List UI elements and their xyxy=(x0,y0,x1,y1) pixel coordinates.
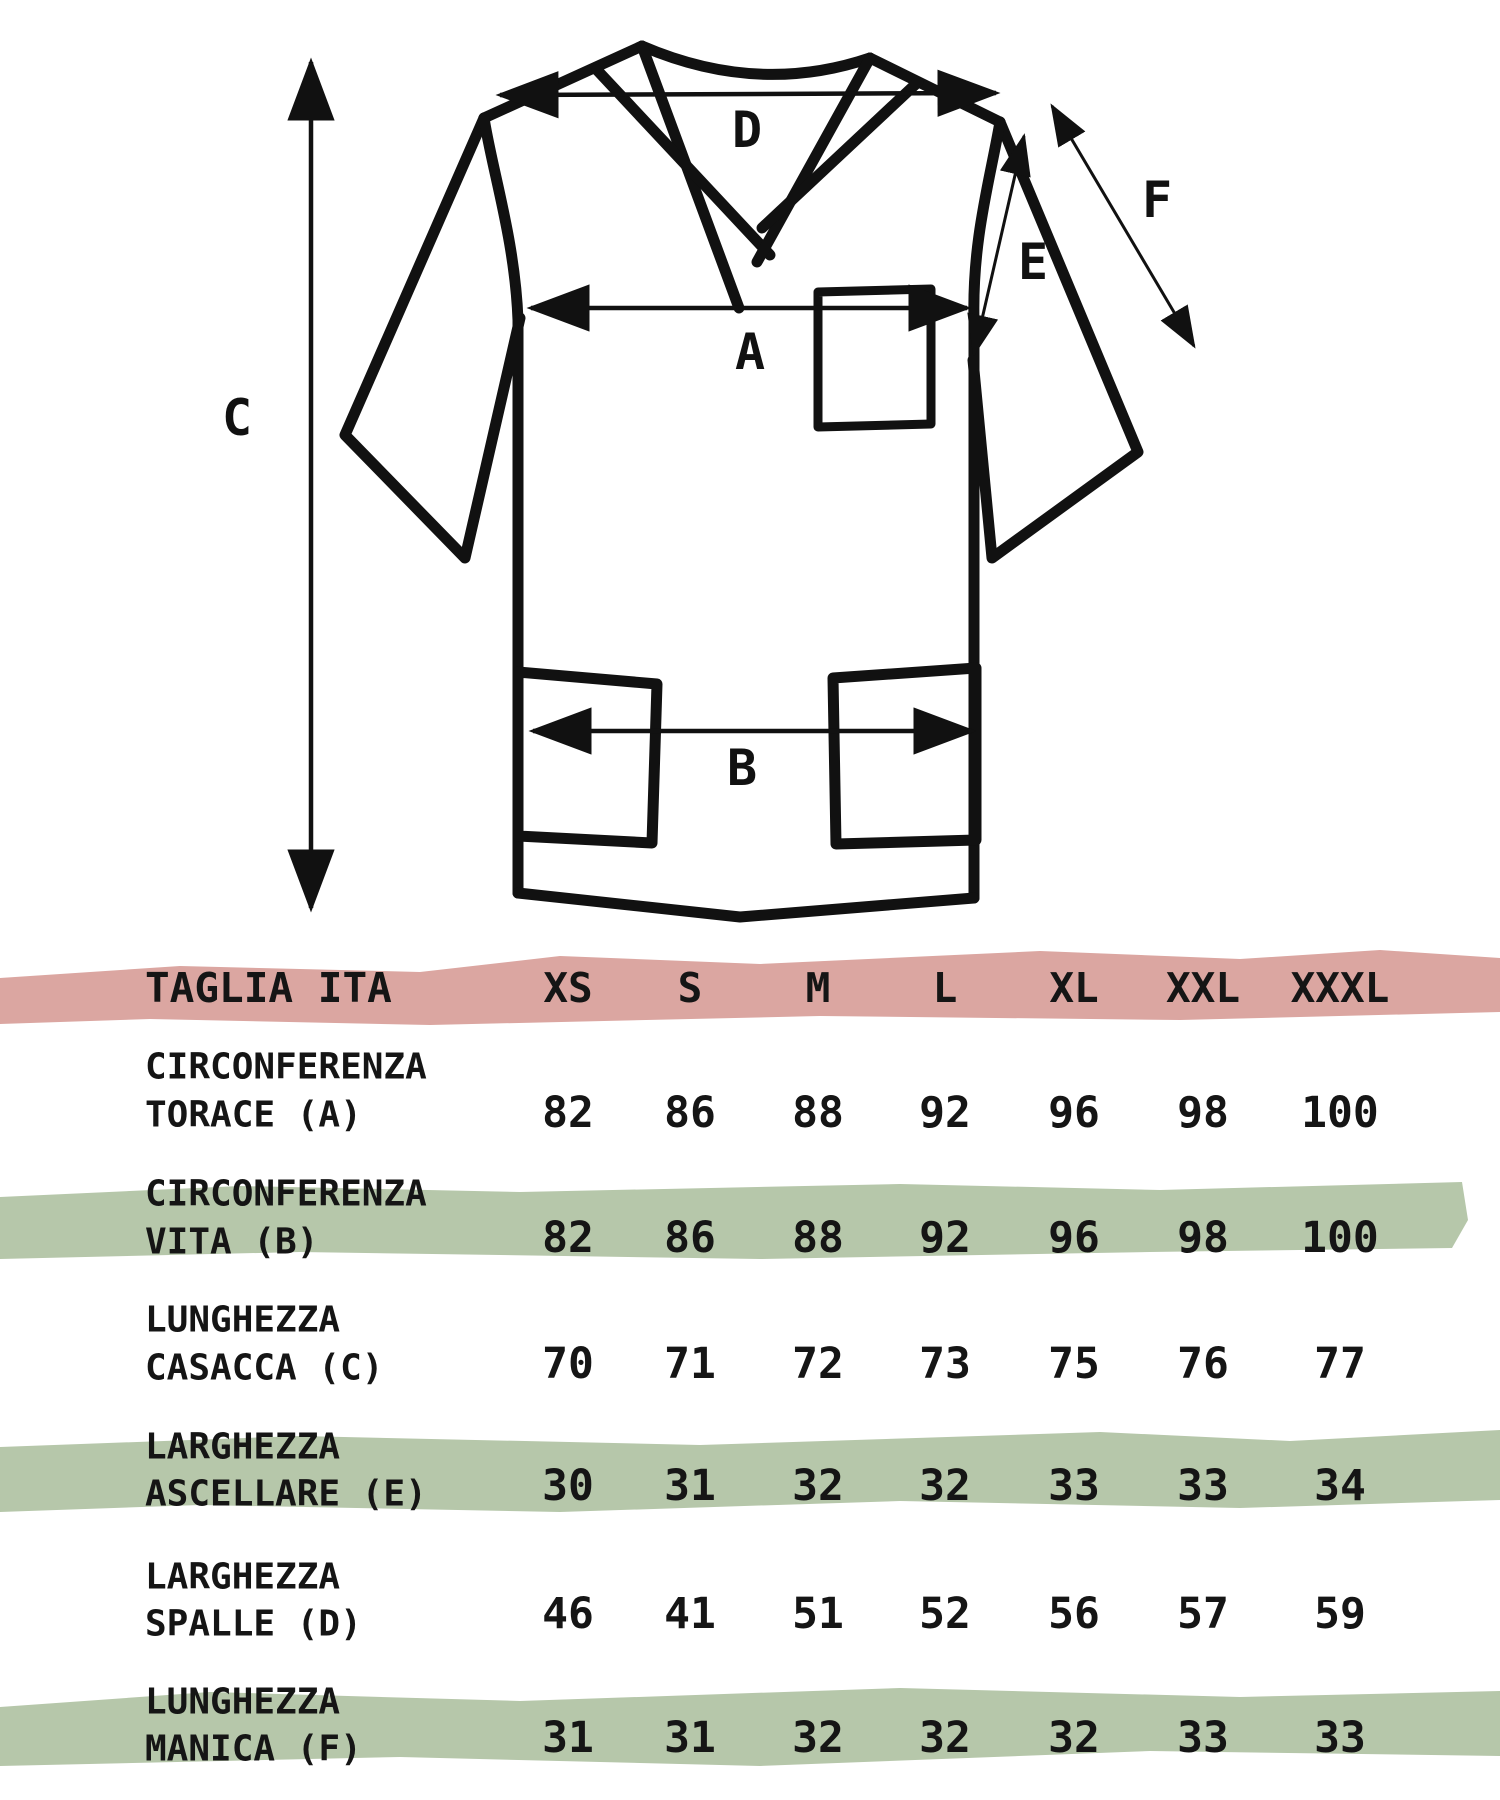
cell-value: 31 xyxy=(664,1461,716,1511)
cell-value: 71 xyxy=(664,1339,716,1389)
arrow-f-sleeve xyxy=(1050,103,1196,349)
cell-value: 32 xyxy=(792,1713,844,1763)
highlight-band-manica xyxy=(0,1688,1500,1766)
header-size-s: S xyxy=(678,964,703,1012)
cell-value: 41 xyxy=(664,1589,716,1639)
cell-value: 86 xyxy=(664,1088,716,1138)
cell-value: 33 xyxy=(1177,1713,1229,1763)
cell-value: 96 xyxy=(1048,1088,1100,1138)
cell-value: 34 xyxy=(1314,1461,1366,1511)
cell-value: 92 xyxy=(919,1213,971,1263)
header-size-m: M xyxy=(806,964,831,1012)
cell-value: 57 xyxy=(1177,1589,1229,1639)
left-sleeve xyxy=(339,112,526,564)
row-label-line2: VITA (B) xyxy=(145,1222,318,1263)
row-label-line1: CIRCONFERENZA xyxy=(145,1174,427,1215)
arrow-e-armhole xyxy=(967,133,1031,357)
measurement-arrows: A B C D E F xyxy=(222,57,1196,913)
cell-value: 51 xyxy=(792,1589,844,1639)
row-label-line2: ASCELLARE (E) xyxy=(145,1474,427,1515)
dim-label-e: E xyxy=(1018,233,1048,291)
header-taglia: TAGLIA ITA xyxy=(145,964,392,1012)
row-label-line1: LUNGHEZZA xyxy=(145,1300,340,1341)
cell-value: 33 xyxy=(1048,1461,1100,1511)
row-label-line2: TORACE (A) xyxy=(145,1095,362,1136)
dim-label-a: A xyxy=(735,323,765,381)
dim-label-c: C xyxy=(222,389,252,447)
header-size-xs: XS xyxy=(543,964,592,1012)
table-row-torace: CIRCONFERENZA TORACE (A) 82 86 88 92 96 … xyxy=(145,1047,1379,1139)
row-label-line1: LUNGHEZZA xyxy=(145,1682,340,1723)
table-bands xyxy=(0,950,1500,1766)
size-table: TAGLIA ITA XS S M L XL XXL XXXL CIRCONFE… xyxy=(145,964,1389,1770)
header-size-xxxl: XXXL xyxy=(1291,964,1390,1012)
row-label-line2: MANICA (F) xyxy=(145,1729,362,1770)
right-sleeve xyxy=(967,116,1144,564)
row-label-line1: LARGHEZZA xyxy=(145,1557,340,1598)
header-band xyxy=(0,950,1500,1025)
neckline xyxy=(636,40,876,80)
cell-value: 88 xyxy=(792,1213,844,1263)
table-row-spalle: LARGHEZZA SPALLE (D) 46 41 51 52 56 57 5… xyxy=(145,1557,1366,1645)
cell-value: 72 xyxy=(792,1339,844,1389)
cell-value: 88 xyxy=(792,1088,844,1138)
header-size-xxl: XXL xyxy=(1166,964,1240,1012)
dim-label-d: D xyxy=(732,101,762,159)
cell-value: 56 xyxy=(1048,1589,1100,1639)
lower-pocket-right xyxy=(827,662,982,850)
highlight-band-vita xyxy=(0,1182,1468,1259)
cell-value: 82 xyxy=(542,1213,594,1263)
cell-value: 92 xyxy=(919,1088,971,1138)
dim-label-f: F xyxy=(1142,171,1172,229)
header-size-l: L xyxy=(933,964,958,1012)
left-shoulder-seam xyxy=(478,40,648,124)
cell-value: 31 xyxy=(664,1713,716,1763)
cell-value: 96 xyxy=(1048,1213,1100,1263)
row-label-line2: CASACCA (C) xyxy=(145,1348,383,1389)
vneck-band-left-inner xyxy=(591,64,776,261)
cell-value: 32 xyxy=(919,1461,971,1511)
cell-value: 77 xyxy=(1314,1339,1366,1389)
row-label-line1: LARGHEZZA xyxy=(145,1427,340,1468)
row-label-line2: SPALLE (D) xyxy=(145,1604,362,1645)
cell-value: 70 xyxy=(542,1339,594,1389)
table-row-manica: LUNGHEZZA MANICA (F) 31 31 32 32 32 33 3… xyxy=(145,1682,1366,1770)
table-row-vita: CIRCONFERENZA VITA (B) 82 86 88 92 96 98… xyxy=(145,1174,1379,1264)
row-label-line1: CIRCONFERENZA xyxy=(145,1047,427,1088)
left-body-side xyxy=(478,112,524,899)
lower-pocket-left xyxy=(512,666,663,849)
table-row-ascellare: LARGHEZZA ASCELLARE (E) 30 31 32 32 33 3… xyxy=(145,1427,1366,1515)
hem xyxy=(512,887,980,923)
cell-value: 30 xyxy=(542,1461,594,1511)
dim-label-b: B xyxy=(727,739,757,797)
cell-value: 32 xyxy=(792,1461,844,1511)
cell-value: 33 xyxy=(1177,1461,1229,1511)
cell-value: 32 xyxy=(919,1713,971,1763)
cell-value: 98 xyxy=(1177,1213,1229,1263)
cell-value: 76 xyxy=(1177,1339,1229,1389)
highlight-band-ascellare xyxy=(0,1430,1500,1512)
header-size-xl: XL xyxy=(1049,964,1098,1012)
cell-value: 73 xyxy=(919,1339,971,1389)
cell-value: 52 xyxy=(919,1589,971,1639)
cell-value: 100 xyxy=(1301,1088,1379,1138)
cell-value: 31 xyxy=(542,1713,594,1763)
table-header-row: TAGLIA ITA XS S M L XL XXL XXXL xyxy=(145,964,1389,1012)
cell-value: 82 xyxy=(542,1088,594,1138)
cell-value: 75 xyxy=(1048,1339,1100,1389)
vneck-band-right-outer xyxy=(751,52,876,268)
cell-value: 98 xyxy=(1177,1088,1229,1138)
cell-value: 86 xyxy=(664,1213,716,1263)
table-row-casacca: LUNGHEZZA CASACCA (C) 70 71 72 73 75 76 … xyxy=(145,1300,1366,1390)
arrow-d-shoulder xyxy=(495,69,1001,119)
cell-value: 46 xyxy=(542,1589,594,1639)
cell-value: 33 xyxy=(1314,1713,1366,1763)
cell-value: 59 xyxy=(1314,1589,1366,1639)
cell-value: 32 xyxy=(1048,1713,1100,1763)
cell-value: 100 xyxy=(1301,1213,1379,1263)
